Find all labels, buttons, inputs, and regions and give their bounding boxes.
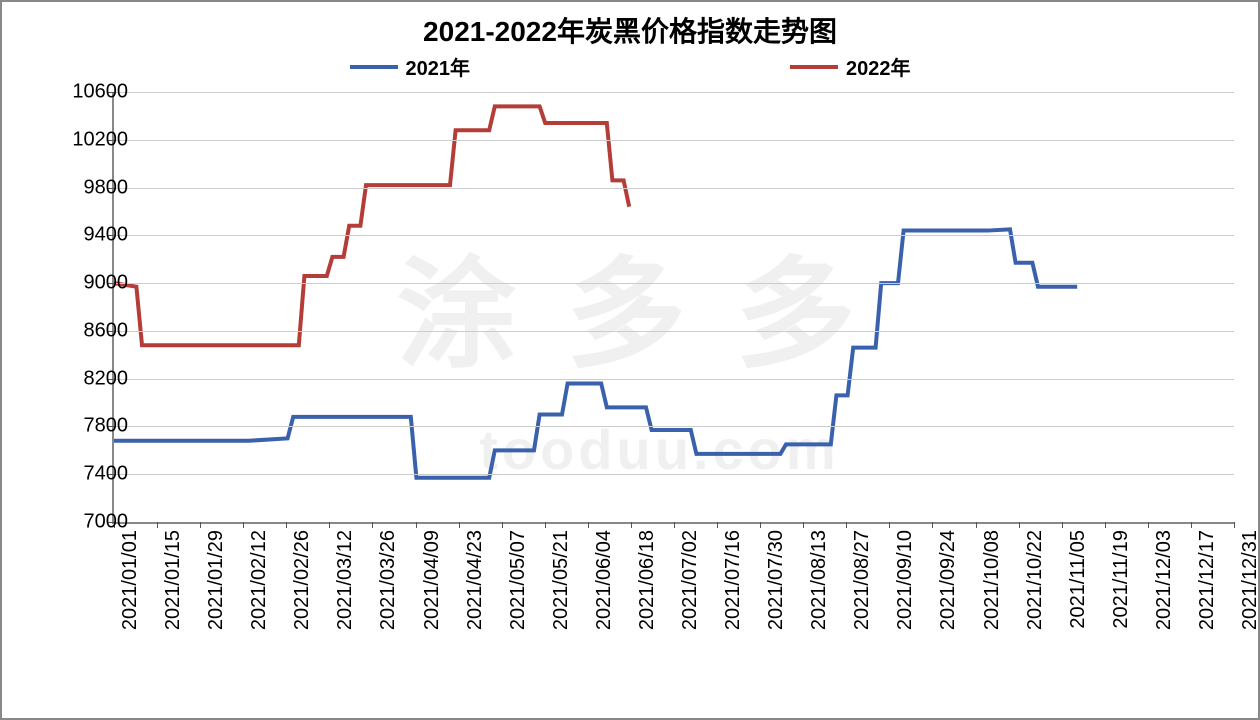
x-axis-tick-label: 2021/06/04 (593, 530, 616, 630)
x-tick (1105, 522, 1106, 528)
y-axis-tick-label: 9400 (48, 224, 128, 247)
x-axis-tick-label: 2021/05/21 (550, 530, 573, 630)
x-tick (717, 522, 718, 528)
x-axis-tick-label: 2021/05/07 (507, 530, 530, 630)
y-axis-tick-label: 8200 (48, 367, 128, 390)
y-axis-tick-label: 9800 (48, 176, 128, 199)
y-axis-tick-label: 7400 (48, 463, 128, 486)
x-tick (889, 522, 890, 528)
x-tick (1019, 522, 1020, 528)
x-tick (502, 522, 503, 528)
x-tick (200, 522, 201, 528)
x-axis-tick-label: 2021/02/26 (291, 530, 314, 630)
x-axis-tick-label: 2021/10/22 (1024, 530, 1047, 630)
x-tick (1234, 522, 1235, 528)
legend-swatch-2022 (790, 65, 838, 69)
x-tick (932, 522, 933, 528)
y-axis-tick-label: 7800 (48, 415, 128, 438)
x-tick (588, 522, 589, 528)
legend-item-2022: 2022年 (790, 52, 911, 81)
x-axis-tick-label: 2021/08/27 (851, 530, 874, 630)
chart-container: 2021-2022年炭黑价格指数走势图 2021年 2022年 涂 多 多 to… (0, 0, 1260, 720)
chart-title: 2021-2022年炭黑价格指数走势图 (2, 10, 1258, 50)
x-axis-tick-label: 2021/11/19 (1110, 530, 1133, 629)
x-tick (760, 522, 761, 528)
x-tick (157, 522, 158, 528)
gridline (114, 92, 1234, 93)
gridline (114, 283, 1234, 284)
x-axis-tick-label: 2021/11/05 (1067, 530, 1090, 629)
x-axis-tick-label: 2021/01/15 (162, 530, 185, 630)
legend-label-2021: 2021年 (406, 52, 471, 81)
gridline (114, 331, 1234, 332)
gridline (114, 140, 1234, 141)
x-axis-tick-label: 2021/07/16 (722, 530, 745, 630)
x-axis-tick-label: 2021/03/12 (334, 530, 357, 630)
x-axis-tick-label: 2021/07/30 (765, 530, 788, 630)
x-tick (803, 522, 804, 528)
x-axis-tick-label: 2021/01/01 (119, 530, 142, 630)
gridline (114, 379, 1234, 380)
x-axis-tick-label: 2021/12/31 (1239, 530, 1260, 630)
x-axis-tick-label: 2021/08/13 (808, 530, 831, 630)
x-axis-tick-label: 2021/12/03 (1153, 530, 1176, 630)
x-tick (846, 522, 847, 528)
x-tick (976, 522, 977, 528)
x-axis-tick-label: 2021/09/24 (937, 530, 960, 630)
x-tick (286, 522, 287, 528)
y-axis-tick-label: 10600 (48, 81, 128, 104)
x-axis-tick-label: 2021/06/18 (636, 530, 659, 630)
gridline (114, 474, 1234, 475)
x-tick (674, 522, 675, 528)
x-tick (1191, 522, 1192, 528)
x-axis-tick-label: 2021/12/17 (1196, 530, 1219, 630)
x-tick (631, 522, 632, 528)
x-tick (243, 522, 244, 528)
series-line-2021年 (114, 229, 1077, 477)
y-axis-tick-label: 10200 (48, 128, 128, 151)
x-axis-tick-label: 2021/09/10 (894, 530, 917, 630)
x-axis-tick-label: 2021/02/12 (248, 530, 271, 630)
x-axis-tick-label: 2021/04/09 (421, 530, 444, 630)
x-tick (1062, 522, 1063, 528)
chart-lines-svg (114, 92, 1234, 522)
x-tick (1148, 522, 1149, 528)
legend-label-2022: 2022年 (846, 52, 911, 81)
gridline (114, 235, 1234, 236)
y-axis-tick-label: 8600 (48, 319, 128, 342)
gridline (114, 188, 1234, 189)
x-axis-tick-label: 2021/10/08 (981, 530, 1004, 630)
legend: 2021年 2022年 (2, 52, 1258, 81)
x-tick (545, 522, 546, 528)
x-tick (416, 522, 417, 528)
x-axis-tick-label: 2021/04/23 (464, 530, 487, 630)
legend-item-2021: 2021年 (350, 52, 471, 81)
y-axis-tick-label: 7000 (48, 511, 128, 534)
gridline (114, 426, 1234, 427)
x-tick (372, 522, 373, 528)
x-axis-tick-label: 2021/01/29 (205, 530, 228, 630)
series-line-2022年 (114, 106, 629, 345)
x-axis-tick-label: 2021/03/26 (377, 530, 400, 630)
y-axis-tick-label: 9000 (48, 272, 128, 295)
x-tick (459, 522, 460, 528)
plot-area (112, 92, 1234, 524)
x-axis-tick-label: 2021/07/02 (679, 530, 702, 630)
legend-swatch-2021 (350, 65, 398, 69)
x-tick (329, 522, 330, 528)
